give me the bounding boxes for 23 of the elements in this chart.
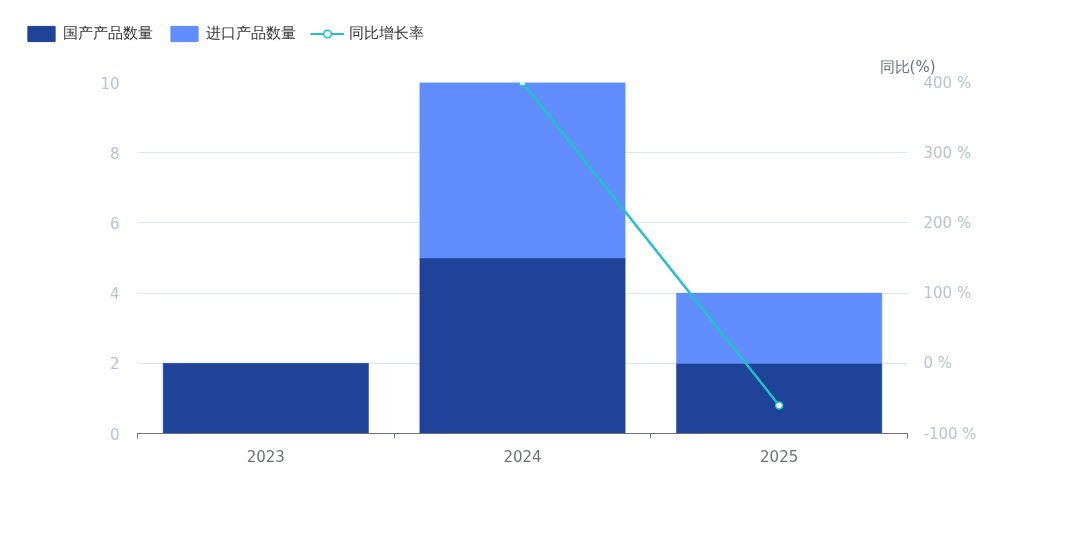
x-tick-label: 2023 xyxy=(246,447,285,466)
legend-label: 进口产品数量 xyxy=(206,24,296,43)
y-tick-label: 6 xyxy=(109,214,120,233)
y2-tick-label: 0 % xyxy=(923,354,953,373)
bar xyxy=(676,363,883,434)
bar xyxy=(419,257,626,434)
bar xyxy=(676,292,883,364)
y2-tick-label: 200 % xyxy=(923,213,972,232)
y-tick-label: 10 xyxy=(100,74,120,93)
bar xyxy=(162,363,369,434)
legend-label: 国产产品数量 xyxy=(63,24,153,43)
y2-tick-label: -100 % xyxy=(923,424,977,443)
y-tick-label: 4 xyxy=(109,285,120,304)
y-tick-label: 8 xyxy=(109,144,120,163)
x-tick-label: 2025 xyxy=(760,447,799,466)
x-tick-label: 2024 xyxy=(503,447,542,466)
y-tick-label: 0 xyxy=(109,425,120,444)
bar xyxy=(419,82,626,259)
y2-tick-label: 300 % xyxy=(923,143,972,162)
y-tick-label: 2 xyxy=(109,355,120,374)
y2-axis-title: 同比(%) xyxy=(879,57,936,76)
legend-label: 同比增长率 xyxy=(349,24,424,43)
y2-tick-label: 100 % xyxy=(923,284,972,303)
